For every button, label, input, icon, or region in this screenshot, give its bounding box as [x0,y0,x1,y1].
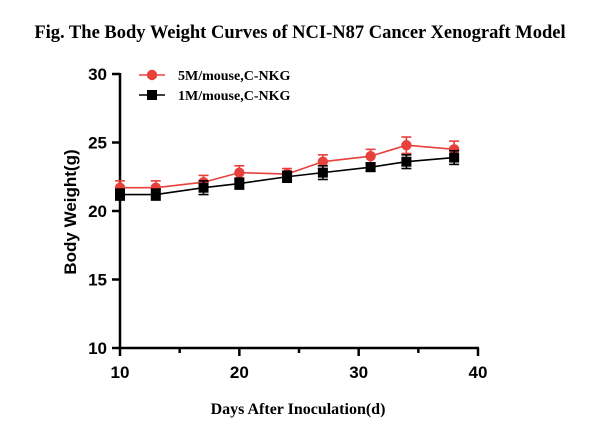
y-tick-label-10: 10 [88,339,107,358]
chart-title: Fig. The Body Weight Curves of NCI-N87 C… [34,23,565,43]
series-2-point [115,189,125,200]
y-axis-label: Body Weight(g) [61,149,80,274]
legend-marker-1 [146,69,158,81]
series-2-point [234,178,245,189]
series-2-point [317,167,328,178]
x-tick-label-20: 20 [230,363,249,382]
series-2-point [198,182,209,193]
legend-marker-2 [147,90,157,100]
series-1-point [234,167,245,178]
series-1-point [317,156,329,167]
legend-label-1: 5M/mouse,C-NKG [178,69,290,84]
x-tick-label-30: 30 [349,363,368,382]
series-2-point [449,152,460,163]
plot-area: 10 15 20 25 30 10 20 30 40 [88,65,487,382]
series-1-point [401,140,412,151]
legend-label-2: 1M/mouse,C-NKG [178,89,290,104]
series-2 [115,149,460,201]
x-axis-label: Days After Inoculation(d) [211,401,386,418]
series-2-point [150,189,161,200]
legend: 5M/mouse,C-NKG 1M/mouse,C-NKG [139,69,290,104]
series-2-point [282,171,293,182]
series-2-point [401,156,412,167]
series-1-point [365,151,376,162]
y-tick-label-15: 15 [88,271,107,290]
x-tick-label-40: 40 [469,363,488,382]
y-tick-label-25: 25 [88,134,107,153]
x-tick-label-10: 10 [111,363,130,382]
y-tick-label-20: 20 [88,202,107,221]
series-2-point [365,162,376,173]
series-1-point [448,144,460,155]
y-tick-label-30: 30 [88,65,107,84]
